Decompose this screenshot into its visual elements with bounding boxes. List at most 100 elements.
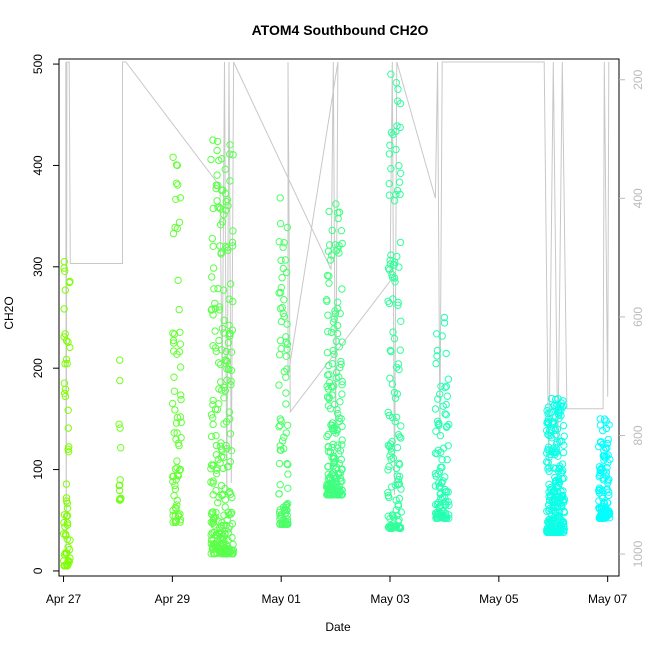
data-point	[332, 429, 340, 437]
data-point	[329, 440, 337, 449]
data-point	[218, 218, 227, 226]
data-point	[555, 414, 563, 423]
data-point	[214, 499, 222, 507]
data-point	[276, 515, 284, 523]
data-point	[227, 447, 236, 455]
data-point	[213, 197, 221, 205]
data-point	[62, 494, 71, 502]
data-point	[432, 427, 440, 435]
data-point	[284, 499, 292, 508]
data-point	[385, 524, 394, 532]
data-point	[389, 130, 397, 139]
data-point	[177, 391, 185, 399]
data-point	[392, 522, 401, 530]
data-point	[207, 155, 215, 164]
data-point	[334, 298, 342, 306]
data-point	[220, 329, 228, 337]
data-point	[208, 234, 217, 243]
data-point	[212, 486, 220, 495]
data-point	[169, 329, 177, 337]
data-point	[332, 374, 340, 382]
data-point	[393, 472, 401, 480]
data-point	[394, 301, 402, 309]
data-point	[212, 347, 221, 356]
data-point	[209, 479, 217, 487]
data-point	[217, 533, 226, 542]
data-point	[176, 328, 184, 336]
data-point	[393, 122, 401, 130]
data-point	[559, 448, 568, 457]
data-point	[60, 305, 68, 313]
data-point	[554, 395, 562, 403]
data-point	[442, 411, 450, 419]
data-point	[600, 498, 608, 507]
y2-tick-label: 800	[631, 425, 645, 445]
data-point	[603, 509, 612, 517]
data-point	[396, 238, 405, 247]
data-point	[334, 410, 342, 418]
data-point	[227, 377, 235, 385]
data-point	[603, 439, 612, 448]
data-point	[209, 264, 218, 272]
data-point	[437, 463, 445, 471]
data-point	[223, 357, 232, 366]
data-point	[325, 370, 333, 379]
data-point	[553, 483, 561, 491]
data-point	[177, 395, 185, 404]
data-point	[276, 288, 285, 297]
data-point	[385, 462, 393, 471]
data-point	[431, 482, 440, 490]
data-point	[595, 486, 603, 494]
data-point	[548, 528, 556, 536]
data-point	[60, 379, 69, 387]
data-point	[330, 487, 338, 495]
data-point	[391, 394, 400, 402]
data-point	[219, 534, 227, 543]
data-point	[544, 519, 553, 527]
data-point	[62, 337, 71, 345]
data-point	[384, 466, 392, 474]
data-point	[210, 550, 218, 558]
data-point	[210, 285, 218, 293]
data-point	[276, 446, 284, 454]
data-point	[600, 415, 609, 423]
data-point	[328, 360, 337, 368]
data-point	[394, 481, 402, 489]
data-point	[61, 330, 69, 338]
data-point	[116, 356, 124, 364]
data-point	[212, 508, 220, 517]
data-point	[209, 136, 217, 144]
data-point	[384, 489, 392, 497]
y2-tick-label: 1000	[631, 540, 645, 567]
data-point	[276, 304, 285, 313]
data-point	[334, 245, 342, 253]
data-point	[390, 197, 399, 205]
data-point	[323, 432, 331, 441]
data-point	[543, 528, 552, 536]
data-point	[332, 474, 341, 482]
data-point	[227, 381, 235, 389]
data-point	[283, 460, 291, 468]
data-point	[229, 297, 237, 306]
data-point	[222, 242, 230, 250]
data-point	[438, 456, 446, 464]
data-point	[553, 438, 561, 446]
x-tick-label: Apr 29	[155, 592, 191, 606]
data-point	[207, 411, 216, 419]
data-point	[605, 491, 613, 500]
data-point	[391, 417, 399, 426]
data-point	[212, 466, 221, 474]
data-point	[396, 169, 405, 178]
data-point	[279, 264, 287, 273]
data-point	[595, 442, 603, 451]
data-point	[544, 419, 553, 428]
data-point	[325, 272, 333, 280]
data-point	[338, 377, 346, 386]
data-point	[394, 360, 403, 368]
data-point	[281, 256, 290, 264]
data-point	[174, 181, 182, 189]
data-point	[385, 150, 394, 158]
data-point	[546, 491, 555, 499]
data-point	[209, 401, 217, 409]
data-point	[335, 459, 343, 467]
